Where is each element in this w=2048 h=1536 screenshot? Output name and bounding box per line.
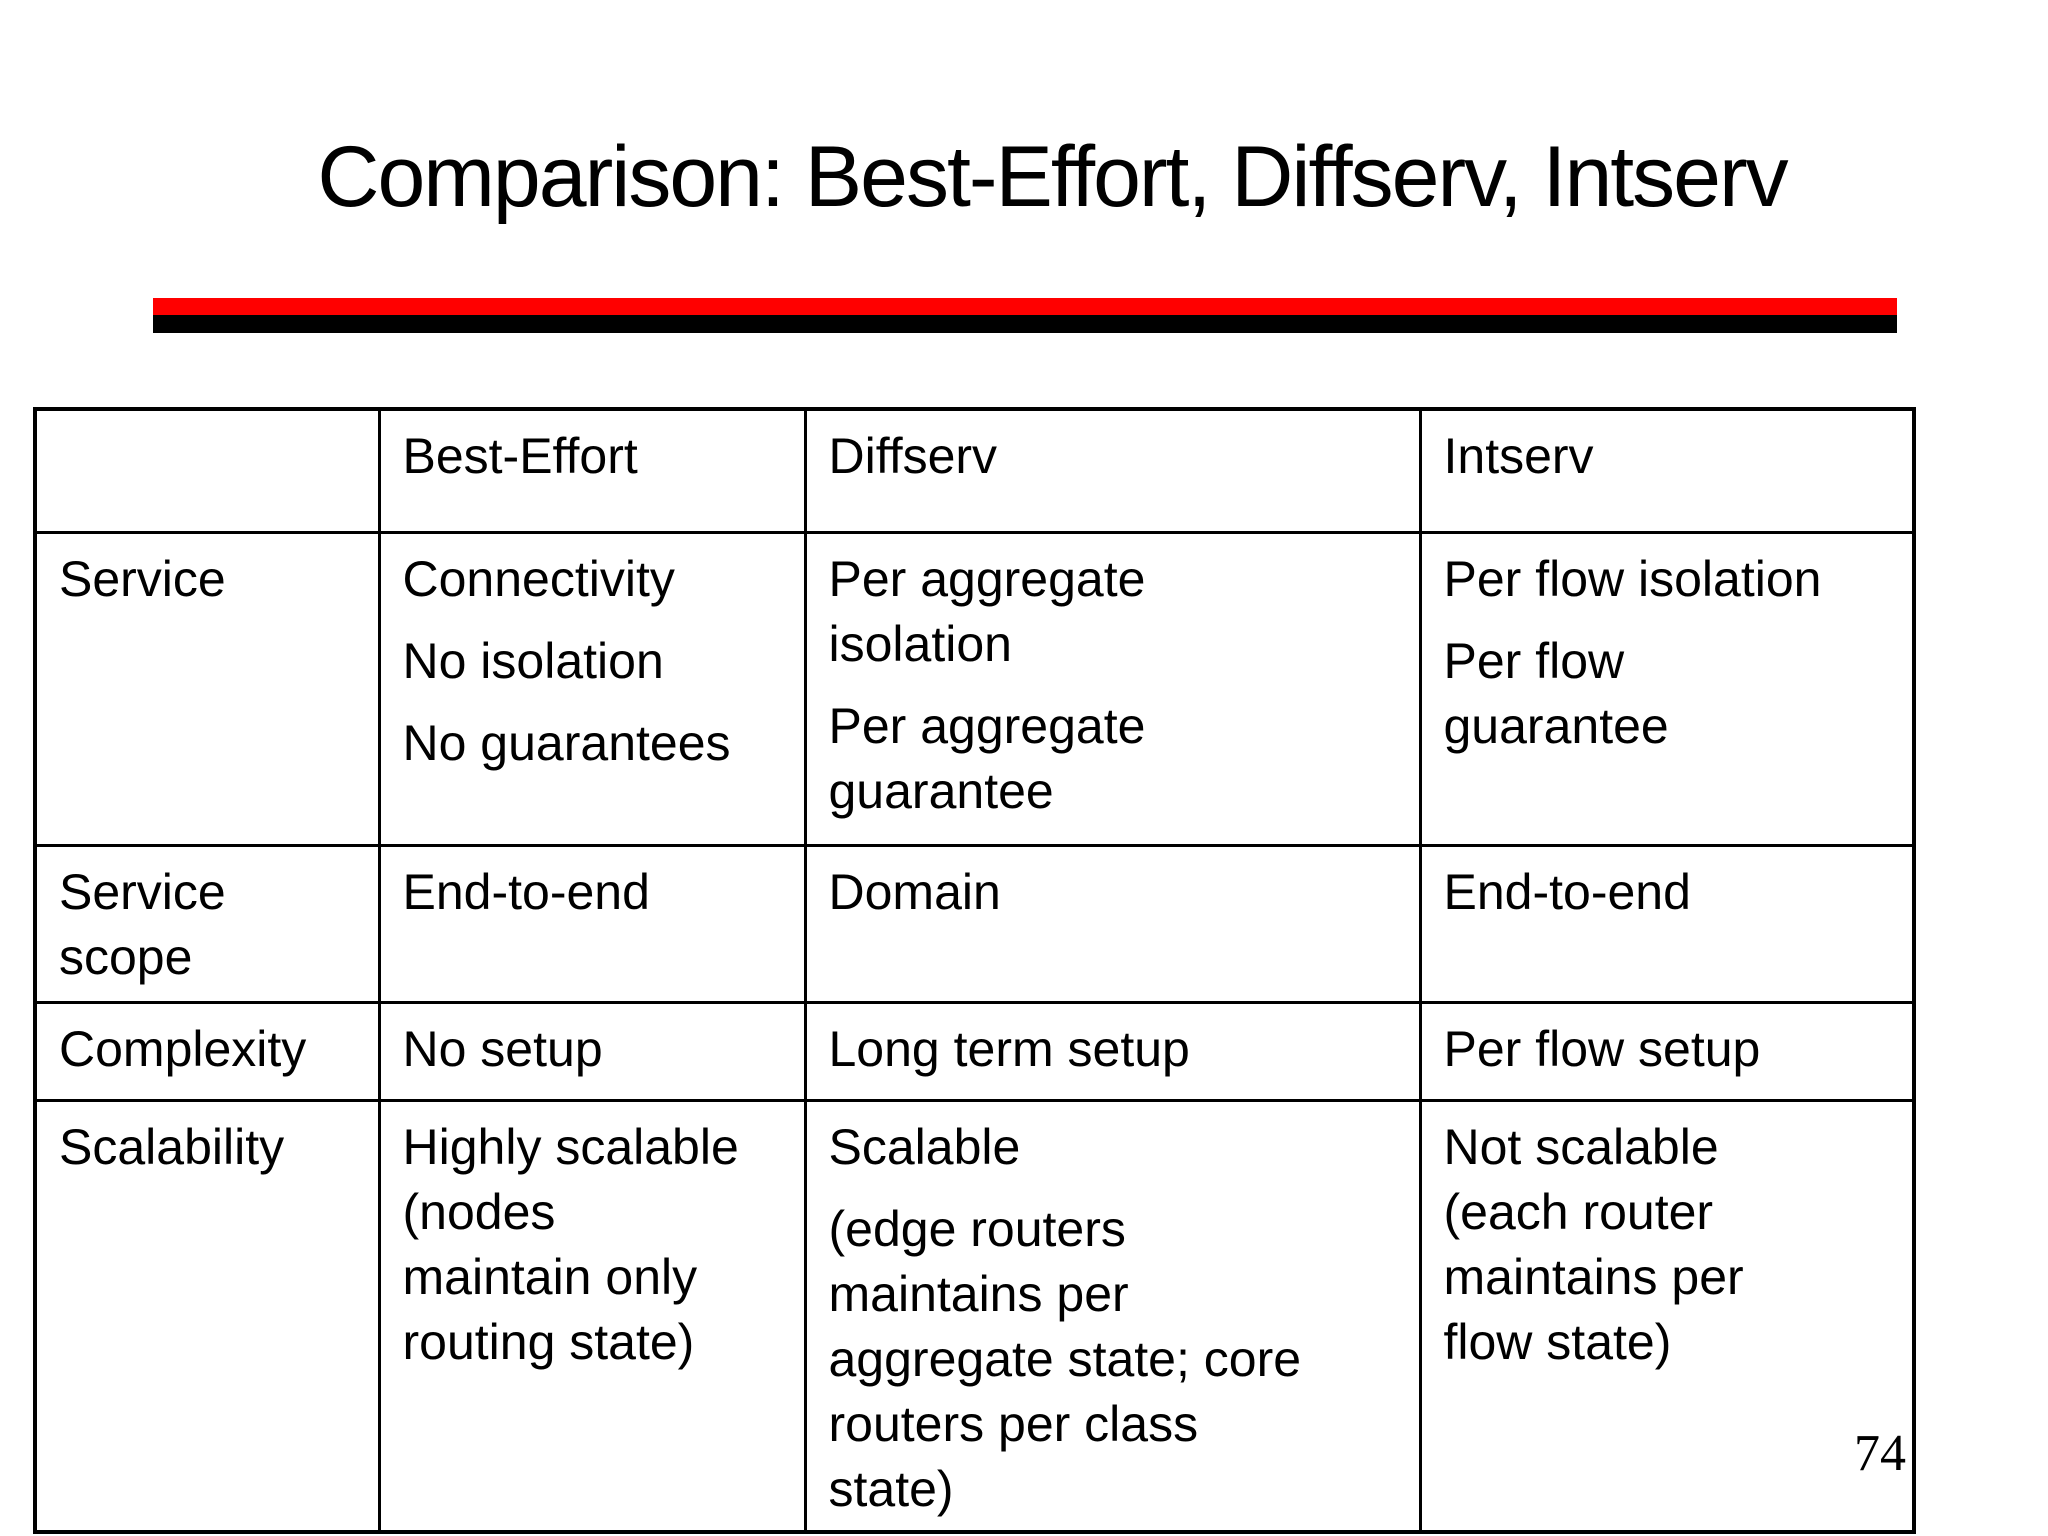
cell-line: maintains per (828, 1265, 1129, 1322)
table-cell: Per flow setup (1418, 1000, 1916, 1102)
cell-paragraph: Complexity (59, 1017, 358, 1082)
table-cell: Long term setup (803, 1000, 1422, 1102)
cell-line: maintain only (402, 1248, 698, 1305)
cell-paragraph: No isolation (403, 629, 784, 694)
cell-line: flow state) (1443, 1313, 1672, 1370)
cell-line: aggregate state; core (828, 1330, 1302, 1387)
cell-paragraph: Best-Effort (403, 424, 784, 489)
cell-paragraph: Long term setup (829, 1017, 1399, 1082)
table-cell: No setup (377, 1000, 807, 1102)
cell-paragraph: Intserv (1444, 424, 1893, 489)
table-header-cell: Intserv (1418, 407, 1916, 534)
cell-line: scope (59, 928, 193, 985)
table-row-label: Complexity (33, 1000, 381, 1102)
table-row-label: Service scope (33, 843, 381, 1004)
cell-line: (each router (1443, 1183, 1714, 1240)
comparison-table: Best-Effort Diffserv Intserv Service Connect… (33, 407, 1916, 1534)
cell-paragraph: No setup (403, 1017, 784, 1082)
cell-line: isolation (828, 615, 1012, 672)
cell-line: Not scalable (1443, 1118, 1719, 1175)
cell-paragraph: Per flow isolation (1444, 547, 1893, 612)
table-header-row: Best-Effort Diffserv Intserv (33, 407, 1916, 534)
table-row: Complexity No setup Long term setup Per flo… (33, 1000, 1916, 1102)
table-body: Best-Effort Diffserv Intserv Service Connect… (33, 407, 1916, 1533)
cell-paragraph: Per aggregate guarantee (829, 694, 1399, 824)
cell-paragraph: No guarantees (403, 711, 784, 776)
cell-line: guarantee (828, 762, 1054, 819)
cell-line: Highly scalable (402, 1118, 739, 1175)
table-row: Service scope End-to-end Domain End-to-end (33, 843, 1916, 1004)
table-cell: Domain (803, 843, 1422, 1004)
table-cell: Scalable (edge routers maintains per aggreg… (803, 1098, 1422, 1533)
cell-line: Per flow setup (1443, 1020, 1761, 1077)
cell-paragraph: Scalability (59, 1115, 358, 1180)
cell-line: No guarantees (402, 714, 731, 771)
cell-paragraph: Per flow guarantee (1444, 629, 1893, 759)
table-cell: Not scalable (each router maintains per flo… (1418, 1098, 1916, 1533)
cell-paragraph: Per aggregate isolation (829, 547, 1399, 677)
table-cell: Connectivity No isolation No guarantees (377, 530, 807, 847)
cell-line: No setup (402, 1020, 603, 1077)
table-row-label: Scalability (33, 1098, 381, 1533)
cell-line: (edge routers (828, 1200, 1126, 1257)
cell-line: Service (59, 863, 226, 920)
cell-line: End-to-end (1443, 863, 1691, 920)
cell-line: Per aggregate (828, 550, 1146, 607)
cell-paragraph: Not scalable (each router maintains per flo… (1444, 1115, 1893, 1375)
cell-line: routers per class (828, 1395, 1199, 1452)
cell-paragraph: Scalable (829, 1115, 1399, 1180)
page-number: 74 (1854, 1425, 1906, 1482)
table-header-cell: Best-Effort (377, 407, 807, 534)
cell-paragraph: Service (59, 547, 358, 612)
cell-line: Complexity (59, 1020, 307, 1077)
cell-line: Scalability (59, 1118, 285, 1175)
cell-line: routing state) (402, 1313, 695, 1370)
table-row: Service Connectivity No isolation No guaran… (33, 530, 1916, 847)
cell-paragraph: Diffserv (829, 424, 1399, 489)
cell-paragraph: Highly scalable (nodes maintain only routin… (403, 1115, 784, 1375)
cell-paragraph: Domain (829, 860, 1399, 925)
slide-title: Comparison: Best-Effort, Diffserv, Intse… (317, 129, 1788, 225)
cell-paragraph: Per flow setup (1444, 1017, 1893, 1082)
cell-paragraph: End-to-end (403, 860, 784, 925)
divider-red-bar (153, 298, 1897, 315)
divider-black-bar (153, 315, 1897, 333)
cell-paragraph: Connectivity (403, 547, 784, 612)
table-cell: Per flow isolation Per flow guarantee (1418, 530, 1916, 847)
cell-paragraph: (edge routers maintains per aggregate stat… (829, 1197, 1399, 1522)
cell-line: Service (59, 550, 226, 607)
table-header-cell: Diffserv (803, 407, 1422, 534)
table-row-label: Service (33, 530, 381, 847)
cell-paragraph: End-to-end (1444, 860, 1893, 925)
title-divider (153, 298, 1897, 333)
cell-line: Connectivity (402, 550, 675, 607)
cell-line: Best-Effort (402, 428, 638, 484)
cell-line: Long term setup (828, 1020, 1190, 1077)
cell-line: Per flow (1443, 632, 1625, 689)
cell-line: End-to-end (402, 863, 650, 920)
cell-line: Scalable (828, 1118, 1021, 1175)
cell-line: Diffserv (828, 428, 998, 484)
table-cell: End-to-end (1418, 843, 1916, 1004)
cell-line: Domain (828, 863, 1001, 920)
table-cell: Per aggregate isolation Per aggregate guara… (803, 530, 1422, 847)
table-header-cell (33, 407, 381, 534)
cell-line: (nodes (402, 1183, 556, 1240)
cell-line: Per aggregate (828, 697, 1146, 754)
table-row: Scalability Highly scalable (nodes maintain… (33, 1098, 1916, 1533)
table-cell: Highly scalable (nodes maintain only routin… (377, 1098, 807, 1533)
table-cell: End-to-end (377, 843, 807, 1004)
cell-line: Intserv (1443, 428, 1594, 484)
cell-line: state) (828, 1460, 954, 1517)
cell-line: guarantee (1443, 697, 1669, 754)
cell-line: No isolation (402, 632, 664, 689)
cell-paragraph: Service scope (59, 860, 358, 990)
cell-line: Per flow isolation (1443, 550, 1822, 607)
cell-line: maintains per (1443, 1248, 1744, 1305)
